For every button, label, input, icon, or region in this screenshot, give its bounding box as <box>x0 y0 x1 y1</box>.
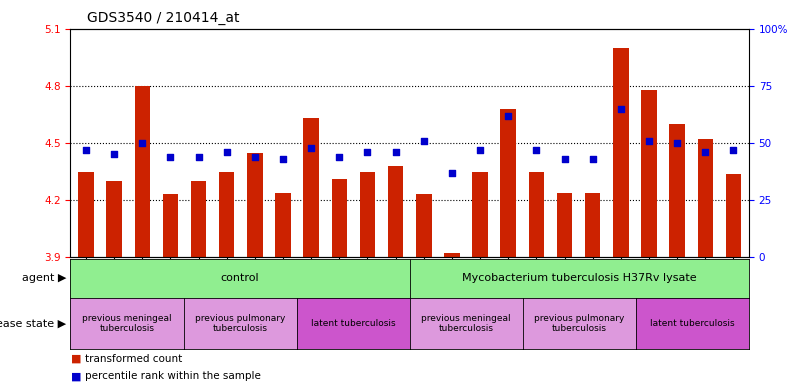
Bar <box>135 86 150 257</box>
Bar <box>332 179 347 257</box>
Bar <box>219 172 235 257</box>
Bar <box>726 174 741 257</box>
Bar <box>698 139 713 257</box>
Point <box>727 147 740 153</box>
Point <box>642 138 655 144</box>
Bar <box>360 172 375 257</box>
Bar <box>642 90 657 257</box>
Point <box>502 113 515 119</box>
Text: latent tuberculosis: latent tuberculosis <box>311 319 396 328</box>
Point <box>530 147 543 153</box>
Bar <box>670 124 685 257</box>
Point <box>107 151 120 157</box>
Text: ■: ■ <box>70 371 81 381</box>
Bar <box>107 181 122 257</box>
Point <box>389 149 402 155</box>
Bar <box>276 192 291 257</box>
Point <box>79 147 92 153</box>
Point <box>473 147 486 153</box>
Point <box>164 154 177 160</box>
Bar <box>248 152 263 257</box>
Bar <box>416 194 432 257</box>
Text: previous meningeal
tuberculosis: previous meningeal tuberculosis <box>83 314 172 333</box>
Text: agent ▶: agent ▶ <box>22 273 66 283</box>
Point <box>304 144 317 151</box>
Text: previous pulmonary
tuberculosis: previous pulmonary tuberculosis <box>195 314 285 333</box>
Bar <box>163 194 178 257</box>
Point <box>220 149 233 155</box>
Point <box>192 154 205 160</box>
Bar <box>501 109 516 257</box>
Bar <box>304 118 319 257</box>
Bar <box>388 166 404 257</box>
Text: GDS3540 / 210414_at: GDS3540 / 210414_at <box>87 11 239 25</box>
Text: transformed count: transformed count <box>85 354 182 364</box>
Text: previous meningeal
tuberculosis: previous meningeal tuberculosis <box>421 314 511 333</box>
Point <box>586 156 599 162</box>
Point <box>699 149 712 155</box>
Text: previous pulmonary
tuberculosis: previous pulmonary tuberculosis <box>534 314 625 333</box>
Text: Mycobacterium tuberculosis H37Rv lysate: Mycobacterium tuberculosis H37Rv lysate <box>462 273 697 283</box>
Text: control: control <box>221 273 260 283</box>
Point <box>333 154 346 160</box>
Bar <box>557 192 572 257</box>
Text: latent tuberculosis: latent tuberculosis <box>650 319 735 328</box>
Text: disease state ▶: disease state ▶ <box>0 318 66 329</box>
Bar <box>529 172 544 257</box>
Bar <box>78 172 94 257</box>
Bar <box>613 48 629 257</box>
Bar <box>585 192 601 257</box>
Text: percentile rank within the sample: percentile rank within the sample <box>85 371 261 381</box>
Point <box>276 156 289 162</box>
Point <box>361 149 374 155</box>
Point <box>670 140 683 146</box>
Point <box>248 154 261 160</box>
Text: ■: ■ <box>70 354 81 364</box>
Bar <box>191 181 207 257</box>
Point <box>417 138 430 144</box>
Point <box>614 106 627 112</box>
Point <box>136 140 149 146</box>
Point <box>445 170 458 176</box>
Bar <box>445 253 460 257</box>
Bar <box>473 172 488 257</box>
Point <box>558 156 571 162</box>
